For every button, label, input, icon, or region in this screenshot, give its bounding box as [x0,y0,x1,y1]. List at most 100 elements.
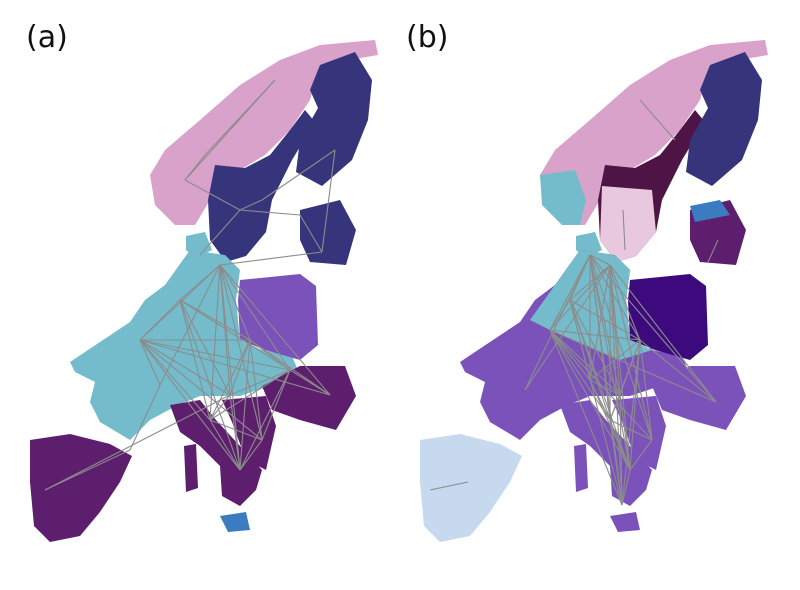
network-edge [239,439,263,471]
panel-label: (b) [406,20,448,55]
network-edge [429,481,469,491]
network-edge [184,179,241,211]
network-edge [289,369,331,396]
network-edge [589,254,641,341]
network-edge [239,339,251,471]
network-edge [549,329,623,506]
network-edge [609,394,621,421]
network-edge [629,339,641,471]
network-edge [249,339,263,441]
network-edge [229,369,291,396]
region [530,250,652,360]
network-edge [549,329,717,403]
region [30,434,132,542]
network-edge [619,339,641,396]
network-edge [219,264,241,471]
network-edge [569,299,591,381]
network-edge [139,339,161,386]
network-edge [589,254,653,441]
network-edge [219,251,323,266]
network-edge [139,339,231,396]
network-edge [619,394,631,471]
region [460,250,690,440]
network-edge [239,369,291,471]
network-edge [707,239,719,263]
network-edge [569,299,641,341]
network-edge [209,394,231,421]
network-edge [621,339,641,506]
network-edge [621,469,631,506]
network-edge [619,394,623,506]
region [540,40,768,225]
network-edge [179,299,241,471]
region [610,512,640,532]
network-edge [589,264,611,381]
network-edge [622,209,626,251]
network-edge [589,379,631,471]
region [540,170,586,225]
network-edge [569,299,621,396]
network-edge [549,299,571,331]
network-edge [209,264,221,421]
network-edge [209,339,251,421]
network-edge [184,129,231,181]
panel: (b) [406,20,768,542]
network-edge [609,264,653,441]
region [652,366,746,430]
network-edge [139,339,331,396]
region [612,396,666,470]
network-edge [569,254,591,301]
region [560,400,652,506]
network-edge [609,419,623,506]
network-edge [639,339,653,441]
region [628,274,708,360]
region [220,512,250,532]
panel: (a) [26,20,378,542]
region [420,434,522,542]
network-edge [129,384,161,451]
network-edge [589,254,611,266]
network-edge [229,394,241,471]
network-edge [179,299,231,396]
network-edge [209,419,263,441]
region [150,40,378,225]
region [574,444,588,492]
region [184,444,198,492]
network-edge [549,329,621,396]
network-edge [179,299,291,371]
network-edge [589,339,641,381]
network-edge [549,329,641,341]
network-edge [609,264,641,341]
network-edge [589,379,621,396]
network-edge [609,264,631,471]
region [686,52,762,186]
network-edge [219,264,231,396]
region [690,200,730,222]
region [600,186,656,262]
region [70,250,300,440]
network-edge [299,214,323,253]
network-edge [629,439,653,471]
network-edge [209,369,291,421]
network-edge [219,264,331,396]
network-edge [179,299,251,341]
network-edge [261,369,291,441]
network-edge [199,209,241,256]
network-edge [524,264,611,391]
network-edge [239,199,263,211]
network-edge [139,339,241,471]
network-edge [609,264,717,403]
region [296,52,372,186]
network-edge [639,339,717,403]
region [170,400,262,506]
network-edge [321,149,336,253]
panel-label: (a) [26,20,68,55]
network-edge [139,299,181,341]
network-edge [609,419,653,441]
network-edge [229,339,251,396]
network-edge [549,329,631,471]
network-edge [549,329,591,381]
network-edge [219,264,263,441]
